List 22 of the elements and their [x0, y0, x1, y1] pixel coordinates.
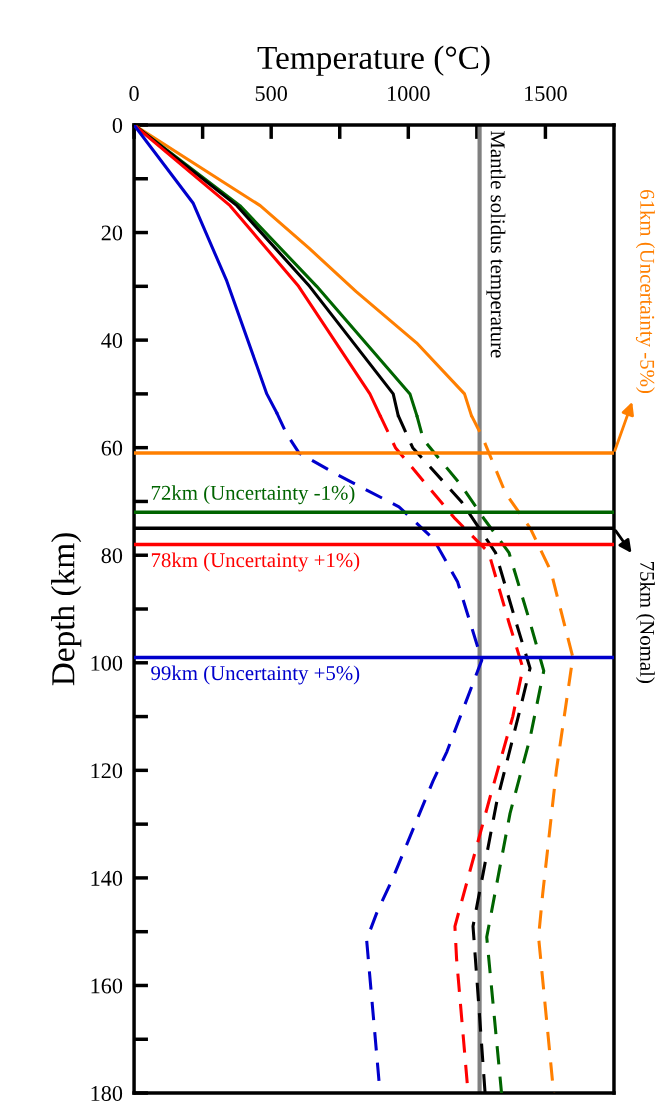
- chart-title: Temperature (°C): [257, 45, 490, 76]
- y-tick-label: 180: [91, 1085, 123, 1101]
- y-tick-label: 120: [91, 763, 123, 779]
- ref-line-label: Mantle solidus temperature: [486, 130, 506, 358]
- y-tick-label: 20: [101, 225, 123, 241]
- y-tick-label: 60: [101, 440, 123, 456]
- x-tick-label: 0: [129, 86, 139, 102]
- ref-line-label: 61km (Uncertainty -5%): [635, 189, 655, 393]
- y-tick-label: 160: [91, 978, 123, 994]
- y-tick-label: 100: [91, 655, 123, 671]
- y-axis-title: Depth (km): [51, 533, 82, 686]
- y-tick-label: 0: [112, 117, 123, 133]
- ref-line-label: 99km (Uncertainty +5%): [151, 665, 360, 685]
- y-tick-label: 40: [101, 333, 123, 349]
- y-tick-label: 80: [101, 548, 123, 564]
- legend-label: 75km (Nomal): [635, 561, 655, 683]
- ref-line-label: 78km (Uncertainty +1%): [151, 552, 360, 572]
- x-tick-label: 500: [255, 86, 287, 102]
- ref-line-label: 72km (Uncertainty -1%): [151, 485, 355, 505]
- y-tick-label: 140: [91, 870, 123, 886]
- x-tick-label: 1000: [388, 86, 430, 102]
- x-tick-label: 1500: [525, 86, 567, 102]
